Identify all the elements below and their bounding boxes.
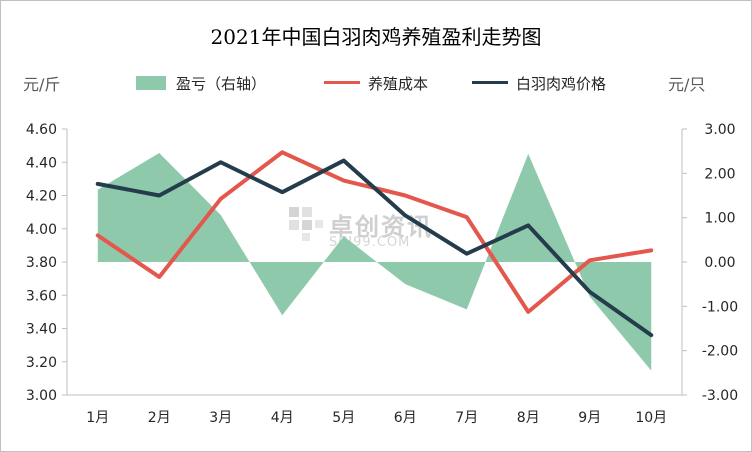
- right-axis-tick-label: 2.00: [704, 166, 735, 182]
- chart-title: 2021年中国白羽肉鸡养殖盈利走势图: [210, 25, 542, 49]
- x-axis-tick-label: 10月: [635, 410, 667, 426]
- left-axis-tick-label: 4.00: [26, 222, 57, 238]
- right-axis-tick-label: -2.00: [702, 344, 738, 360]
- right-axis-tick-label: 3.00: [704, 122, 735, 138]
- left-axis-tick-label: 3.80: [26, 255, 57, 271]
- right-axis-unit: 元/只: [668, 75, 706, 94]
- price-line: [95, 158, 654, 338]
- left-axis-tick-label: 3.40: [26, 322, 57, 338]
- legend-swatch-cost: [324, 81, 360, 84]
- x-axis-tick-label: 3月: [209, 410, 232, 426]
- legend-swatch-profit: [136, 76, 166, 90]
- x-axis-tick-label: 9月: [578, 410, 601, 426]
- left-axis-tick-label: 3.00: [26, 388, 57, 404]
- right-axis-tick-label: -1.00: [702, 299, 738, 315]
- right-axis-tick-label: -3.00: [702, 388, 738, 404]
- x-axis-tick-label: 4月: [271, 410, 294, 426]
- legend-label-price: 白羽肉鸡价格: [516, 75, 607, 93]
- left-axis-tick-label: 4.60: [26, 122, 57, 138]
- profit-area: [97, 152, 652, 371]
- x-axis-tick-label: 5月: [332, 410, 355, 426]
- watermark-logo-icon: [289, 207, 323, 241]
- x-axis-tick-label: 8月: [517, 410, 540, 426]
- x-axis-tick-label: 1月: [86, 410, 109, 426]
- left-axis-unit: 元/斤: [23, 75, 61, 94]
- legend-label-cost: 养殖成本: [368, 75, 429, 93]
- left-axis-tick-label: 4.40: [26, 155, 57, 171]
- right-axis-tick-label: 1.00: [704, 211, 735, 227]
- legend-label-profit: 盈亏（右轴）: [176, 75, 267, 93]
- left-axis-tick-label: 3.60: [26, 288, 57, 304]
- watermark-text: 卓创资讯: [329, 213, 433, 241]
- legend-swatch-price: [472, 81, 508, 84]
- x-axis-tick-label: 6月: [394, 410, 417, 426]
- left-axis-tick-label: 4.20: [26, 189, 57, 205]
- x-axis-tick-label: 2月: [148, 410, 171, 426]
- right-axis-tick-label: 0.00: [704, 255, 735, 271]
- left-axis-tick-label: 3.20: [26, 355, 57, 371]
- watermark-logo: 卓创资讯 SCI99.COM: [289, 207, 431, 250]
- x-axis-tick-label: 7月: [455, 410, 478, 426]
